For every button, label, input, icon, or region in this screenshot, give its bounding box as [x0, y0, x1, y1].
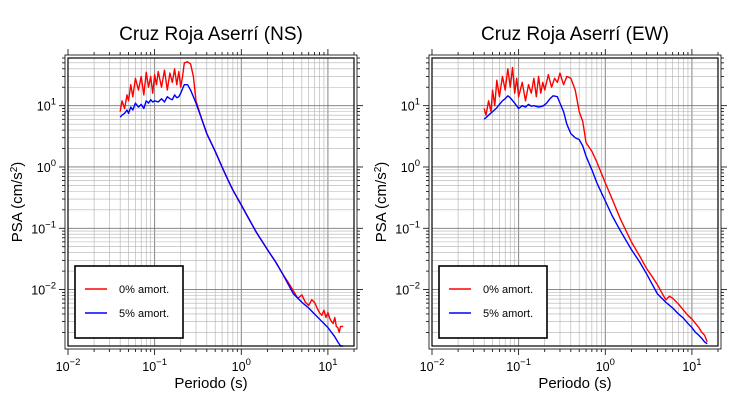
legend-box [74, 265, 184, 339]
series-line-red [483, 66, 708, 343]
plot-frame [67, 57, 355, 347]
y-tick-label: 101 [401, 97, 420, 114]
chart-title: Cruz Roja Aserrí (EW) [481, 24, 669, 45]
y-tick-label: 101 [37, 97, 56, 114]
legend: 0% amort. 5% amort. [438, 265, 548, 339]
plot-frame [431, 57, 719, 347]
series-line-blue [119, 84, 344, 347]
legend-label: 0% amort. [483, 284, 533, 296]
y-tick-label: 10−2 [395, 281, 420, 298]
y-tick-label: 10−1 [395, 219, 420, 236]
y-tick-label: 10−2 [31, 281, 56, 298]
chart-panel-ns: 10−2 10−1 100 101 101 100 10−1 10−2 Cruz Roja As… [9, 24, 363, 392]
y-tick-label: 100 [401, 158, 420, 175]
legend-label: 0% amort. [119, 284, 169, 296]
legend-label: 5% amort. [483, 308, 533, 320]
y-axis-label: PSA (cm/s2) [373, 162, 390, 243]
x-tick-label: 101 [682, 357, 701, 374]
legend-label: 5% amort. [119, 308, 169, 320]
y-axis-label: PSA (cm/s2) [9, 162, 26, 243]
plot-frame-outer [64, 54, 358, 350]
x-tick-label: 100 [232, 357, 251, 374]
y-tick-label: 10−1 [31, 219, 56, 236]
axis-ticks [59, 49, 363, 355]
y-tick-label: 100 [37, 158, 56, 175]
series-line-blue [483, 95, 708, 345]
x-axis-label: Periodo (s) [174, 375, 247, 392]
chart-title: Cruz Roja Aserrí (NS) [119, 24, 303, 45]
axis-ticks [423, 49, 727, 355]
legend: 0% amort. 5% amort. [74, 265, 184, 339]
x-tick-label: 10−1 [506, 357, 531, 374]
grid-lines [67, 57, 355, 346]
x-tick-label: 100 [596, 357, 615, 374]
x-tick-label: 10−2 [56, 357, 81, 374]
legend-box [438, 265, 548, 339]
chart-panel-ew: 10−2 10−1 100 101 101 100 10−1 10−2 Cruz Roja As… [373, 24, 727, 392]
x-tick-label: 10−1 [142, 357, 167, 374]
x-axis-label: Periodo (s) [538, 375, 611, 392]
x-tick-label: 10−2 [420, 357, 445, 374]
x-tick-label: 101 [318, 357, 337, 374]
plot-frame-outer [428, 54, 722, 350]
